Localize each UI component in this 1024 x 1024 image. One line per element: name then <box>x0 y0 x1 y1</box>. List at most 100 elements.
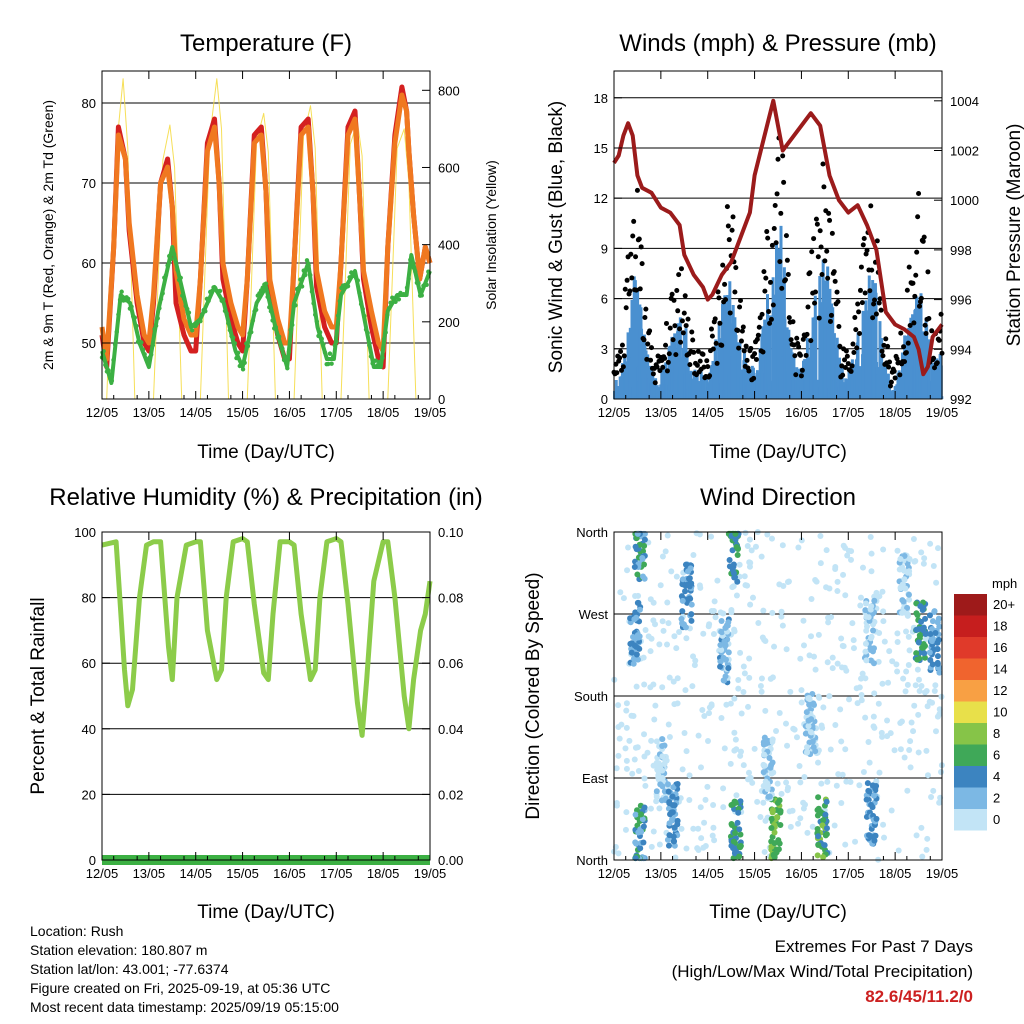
dewpoint-point <box>283 355 288 360</box>
gust-point <box>911 320 917 326</box>
y2-tick-label-4: 800 <box>438 83 460 98</box>
direction-point <box>666 832 673 839</box>
direction-point <box>881 834 888 841</box>
gust-point <box>818 244 824 250</box>
direction-point <box>650 681 657 688</box>
direction-point <box>852 838 859 845</box>
dewpoint-point <box>109 378 115 383</box>
temperature-frame <box>101 70 431 400</box>
gust-point <box>737 304 743 310</box>
temperature-ticks: 12/05 13/05 14/05 15/05 16/05 17/05 18/05 19/05… <box>82 71 460 420</box>
dewpoint-point <box>332 343 338 348</box>
direction-point <box>808 633 815 640</box>
gust-point <box>618 349 624 355</box>
direction-point <box>727 760 734 767</box>
gust-point <box>666 351 672 357</box>
direction-point <box>935 545 942 552</box>
direction-point <box>768 770 775 777</box>
dewpoint-point <box>321 342 326 347</box>
gust-point <box>694 362 700 368</box>
direction-point <box>869 782 876 789</box>
gust-point <box>714 360 720 366</box>
direction-point <box>828 614 835 621</box>
gust-point <box>664 368 670 374</box>
direction-point <box>720 804 727 811</box>
gust-point <box>634 187 640 193</box>
gust-point <box>709 333 715 339</box>
direction-point <box>862 600 869 607</box>
gust-point <box>670 337 676 343</box>
dewpoint-point <box>217 288 223 294</box>
direction-point <box>838 799 845 806</box>
direction-point <box>821 842 828 849</box>
direction-point <box>682 588 689 595</box>
direction-point <box>658 797 665 804</box>
wind-data <box>611 98 945 399</box>
direction-xlabel: Time (Day/UTC) <box>709 902 847 923</box>
direction-point <box>791 726 798 733</box>
gust-point <box>722 281 728 287</box>
gust-point <box>852 315 858 321</box>
legend-swatch-9 <box>954 787 987 809</box>
legend-swatch-10 <box>954 809 987 831</box>
solar-ylabel: Solar Insolation (Yellow) <box>483 160 499 310</box>
direction-point <box>815 759 822 766</box>
gust-point <box>881 342 887 348</box>
direction-point <box>624 567 631 574</box>
gust-point <box>636 236 642 242</box>
dewpoint-point <box>117 297 123 303</box>
direction-point <box>872 832 879 839</box>
gust-point <box>631 218 637 224</box>
dewpoint-point <box>314 319 320 324</box>
gust-point <box>783 233 789 239</box>
gust-point <box>822 258 828 264</box>
direction-point <box>826 585 833 592</box>
gust-point <box>832 278 838 284</box>
gust-point <box>623 305 629 311</box>
direction-point <box>622 826 629 833</box>
direction-point <box>914 666 921 673</box>
direction-point <box>746 655 753 662</box>
gust-point <box>724 204 730 210</box>
direction-point <box>873 778 880 785</box>
direction-point <box>700 630 707 637</box>
gust-point <box>878 307 884 313</box>
gust-point <box>753 356 759 362</box>
gust-point <box>766 309 772 315</box>
gust-point <box>725 223 731 229</box>
direction-point <box>906 747 913 754</box>
gust-point <box>842 357 848 363</box>
y2-tick-label-1: 0.02 <box>438 787 463 802</box>
direction-point <box>758 675 765 682</box>
gust-point <box>682 293 688 299</box>
direction-point <box>698 835 705 842</box>
direction-point <box>906 596 913 603</box>
direction-point <box>740 663 747 670</box>
x-tick-label-3: 15/05 <box>738 866 771 881</box>
direction-point <box>905 633 912 640</box>
direction-point <box>630 660 637 667</box>
direction-point <box>867 533 874 540</box>
direction-point <box>856 684 863 691</box>
direction-point <box>787 688 794 695</box>
direction-point <box>929 626 936 633</box>
gust-point <box>871 301 877 307</box>
direction-point <box>918 549 925 556</box>
direction-point <box>932 630 939 637</box>
direction-point <box>934 661 941 668</box>
x-tick-label-6: 18/05 <box>879 405 912 420</box>
direction-point <box>884 733 891 740</box>
gust-point <box>794 335 800 341</box>
direction-point <box>829 654 836 661</box>
direction-point <box>914 656 921 663</box>
direction-point <box>913 626 920 633</box>
gust-point <box>880 353 886 359</box>
direction-point <box>639 554 646 561</box>
gust-point <box>926 315 932 321</box>
direction-point <box>803 749 810 756</box>
gust-point <box>918 295 924 301</box>
direction-point <box>648 843 655 850</box>
direction-point <box>917 603 924 610</box>
direction-point <box>840 643 847 650</box>
dewpoint-point <box>358 301 364 307</box>
